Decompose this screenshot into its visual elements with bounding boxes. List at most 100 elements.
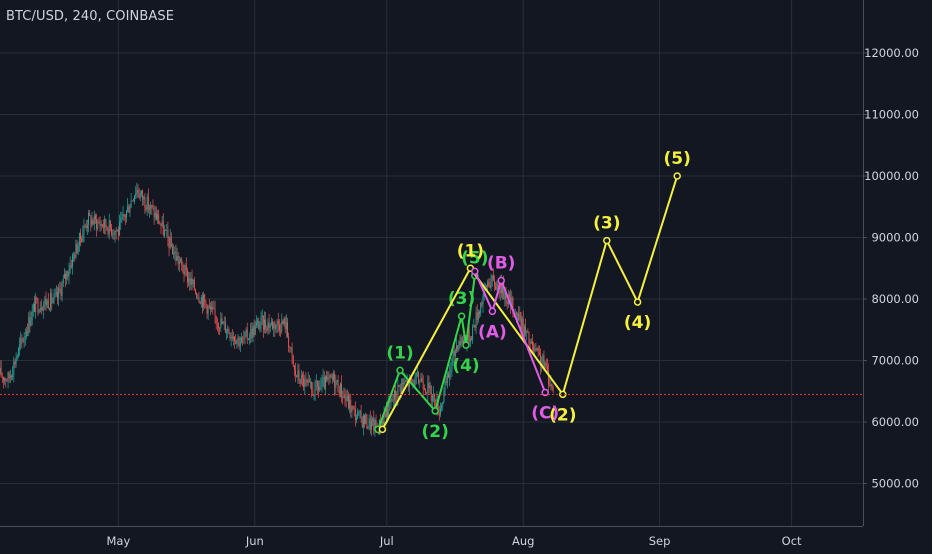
candle-body: [87, 225, 88, 228]
candle: [470, 336, 471, 348]
candle: [362, 416, 363, 428]
candle-body: [52, 300, 53, 303]
wave-yellow[interactable]: (1)(2)(3)(4)(5): [379, 149, 690, 432]
candle-body: [406, 381, 407, 382]
candle-body: [326, 376, 327, 380]
candle: [360, 410, 361, 419]
wave-point: [459, 313, 465, 319]
candle-body: [17, 356, 18, 359]
wave-label: (2): [422, 422, 449, 442]
candle: [217, 318, 218, 332]
candle-body: [163, 221, 164, 235]
candle: [2, 372, 3, 383]
candle-body: [43, 304, 44, 311]
price-axis[interactable]: 12000.0011000.0010000.009000.008000.0070…: [863, 0, 932, 550]
candle-body: [247, 330, 248, 340]
candle-body: [325, 376, 326, 389]
candle: [43, 301, 44, 319]
candle-body: [196, 293, 197, 298]
candle-body: [94, 215, 95, 224]
candle: [456, 338, 457, 353]
candle-body: [245, 332, 246, 338]
candle-body: [119, 222, 120, 235]
candle: [345, 388, 346, 406]
candle-body: [193, 280, 194, 284]
candle: [369, 414, 370, 430]
candle-body: [47, 300, 48, 305]
candle: [234, 336, 235, 349]
candle-body: [139, 194, 140, 197]
candle: [458, 340, 459, 351]
candle: [188, 272, 189, 287]
candle: [349, 394, 350, 413]
time-axis[interactable]: AprMayJunJulAugSepOct: [0, 527, 863, 549]
candle: [476, 307, 477, 334]
candle-body: [185, 265, 186, 274]
candle: [12, 366, 13, 380]
candle: [395, 385, 396, 403]
wave-point: [489, 308, 495, 314]
candle-body: [273, 322, 274, 328]
candle: [422, 373, 423, 383]
candle-body: [192, 278, 193, 284]
candle: [488, 279, 489, 288]
candle-body: [79, 233, 80, 246]
candle: [118, 226, 119, 240]
candle-body: [222, 319, 223, 324]
candle-body: [11, 376, 12, 377]
candle-body: [547, 366, 548, 370]
candle: [97, 219, 98, 231]
candle-body: [334, 374, 335, 388]
candle-body: [226, 332, 227, 333]
candle-body: [104, 219, 105, 227]
candle-body: [278, 321, 279, 325]
candle: [512, 296, 513, 317]
candle: [147, 193, 148, 216]
candle-body: [146, 208, 147, 210]
candle: [72, 253, 73, 274]
candle: [429, 375, 430, 393]
candle-body: [19, 344, 20, 348]
candle-body: [293, 355, 294, 365]
candle-body: [228, 329, 229, 333]
candle: [489, 278, 490, 288]
candle: [358, 410, 359, 416]
candle: [325, 375, 326, 395]
candle: [104, 216, 105, 235]
candle: [65, 270, 66, 287]
candle-body: [417, 372, 418, 373]
candle: [308, 372, 309, 386]
candle: [447, 371, 448, 389]
candle-body: [207, 305, 208, 314]
candle: [107, 226, 108, 231]
candle: [108, 227, 109, 237]
candle: [70, 256, 71, 274]
candle: [177, 248, 178, 261]
candle-body: [495, 286, 496, 289]
candle: [370, 411, 371, 434]
candle: [337, 380, 338, 385]
candle: [150, 202, 151, 215]
price-tick-label: 11000.00: [864, 108, 919, 122]
candle-body: [44, 299, 45, 304]
wave-point: [379, 426, 385, 432]
candle: [356, 414, 357, 423]
candle: [480, 302, 481, 316]
candle: [338, 375, 339, 392]
candle: [19, 337, 20, 355]
candle-body: [376, 420, 377, 427]
candle: [75, 239, 76, 258]
candle: [92, 212, 93, 227]
candle: [33, 303, 34, 317]
candle-body: [174, 252, 175, 253]
candle-body: [351, 406, 352, 412]
candle-body: [80, 233, 81, 239]
candle-body: [200, 302, 201, 304]
wave-magenta[interactable]: (A)(B)(C): [472, 254, 559, 424]
candle: [540, 348, 541, 374]
elliott-wave-annotations[interactable]: (1)(2)(3)(4)(5)(1)(2)(3)(4)(5)(A)(B)(C): [375, 149, 691, 442]
candle-body: [456, 345, 457, 351]
candle: [151, 205, 152, 215]
